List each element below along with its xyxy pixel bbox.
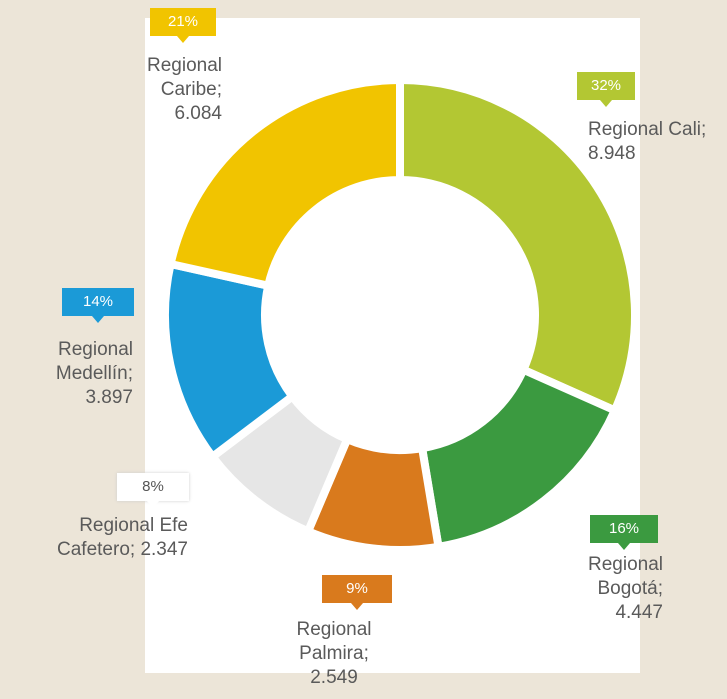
percent-label: 21% [150, 8, 216, 43]
category-name: Regional Cali [588, 119, 702, 140]
category-name: Regional Caribe [147, 55, 222, 100]
category-name: Regional Medellín [55, 339, 133, 384]
slice [396, 75, 639, 416]
value-label: 8.948 [588, 143, 636, 164]
separator: ; [701, 119, 707, 140]
separator: ; [129, 539, 136, 560]
percent-label: 16% [590, 515, 658, 550]
slice-label: Regional Palmira; 2.549 [275, 618, 393, 690]
value-label: 3.897 [85, 387, 133, 408]
value-label: 2.347 [140, 539, 188, 560]
slice-label: Regional Bogotá; 4.447 [548, 553, 663, 625]
percent-label: 32% [577, 72, 635, 107]
percent-label: 9% [322, 575, 392, 610]
slice-label: Regional Cali; 8.948 [588, 118, 713, 166]
slice-label: Regional Efe Cafetero; 2.347 [55, 514, 188, 562]
slice [417, 364, 621, 552]
category-name: Regional Bogotá [588, 554, 663, 599]
value-label: 6.084 [174, 103, 222, 124]
category-name: Regional Palmira [296, 619, 372, 664]
percent-label: 14% [62, 288, 134, 323]
separator: ; [216, 79, 222, 100]
separator: ; [657, 578, 663, 599]
value-label: 2.549 [310, 667, 358, 688]
category-name: Regional Efe Cafetero [57, 515, 188, 560]
percent-label: 8% [117, 473, 189, 508]
slice-label: Regional Medellín; 3.897 [25, 338, 133, 410]
slice-label: Regional Caribe; 6.084 [110, 54, 222, 126]
separator: ; [127, 363, 133, 384]
separator: ; [363, 643, 369, 664]
slice [165, 75, 404, 291]
value-label: 4.447 [615, 602, 663, 623]
